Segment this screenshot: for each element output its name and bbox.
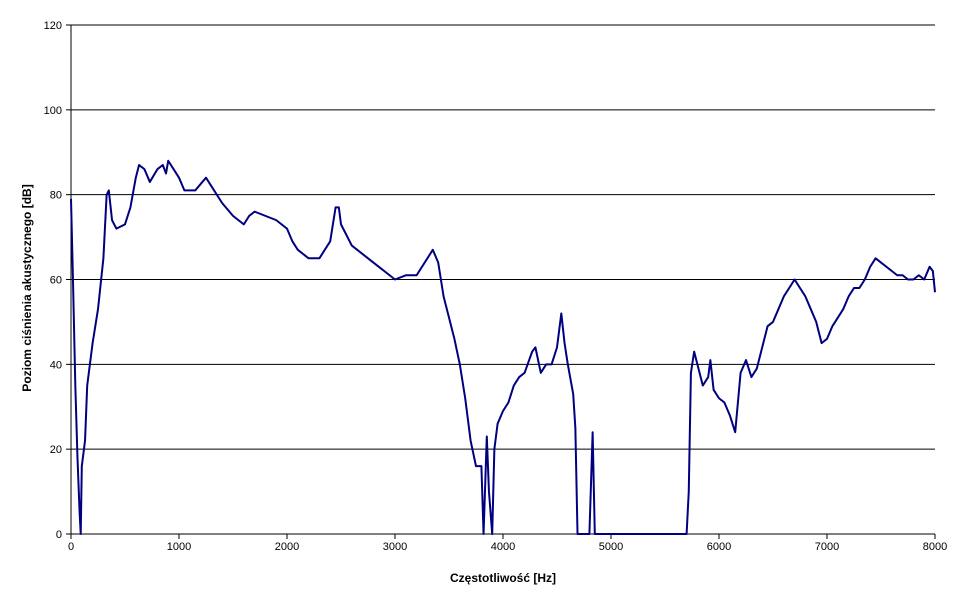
x-tick-label: 4000 <box>491 541 515 553</box>
y-tick-label: 40 <box>50 359 62 371</box>
y-tick-label: 100 <box>44 105 62 117</box>
y-tick-label: 80 <box>50 190 62 202</box>
y-tick-label: 0 <box>56 529 62 541</box>
x-tick-label: 1000 <box>167 541 191 553</box>
x-axis-title: Częstotliwość [Hz] <box>450 571 556 585</box>
x-tick-label: 0 <box>68 541 74 553</box>
x-tick-label: 5000 <box>599 541 623 553</box>
data-line <box>70 159 936 535</box>
y-tick-label: 120 <box>44 20 62 32</box>
x-tick-label: 2000 <box>275 541 299 553</box>
x-tick-label: 8000 <box>923 541 947 553</box>
x-tick-label: 6000 <box>707 541 731 553</box>
y-tick-label: 20 <box>50 444 62 456</box>
y-axis-title: Poziom ciśnienia akustycznego [dB] <box>20 184 34 391</box>
x-tick-label: 3000 <box>383 541 407 553</box>
y-tick-label: 60 <box>50 275 62 287</box>
x-tick-label: 7000 <box>815 541 839 553</box>
